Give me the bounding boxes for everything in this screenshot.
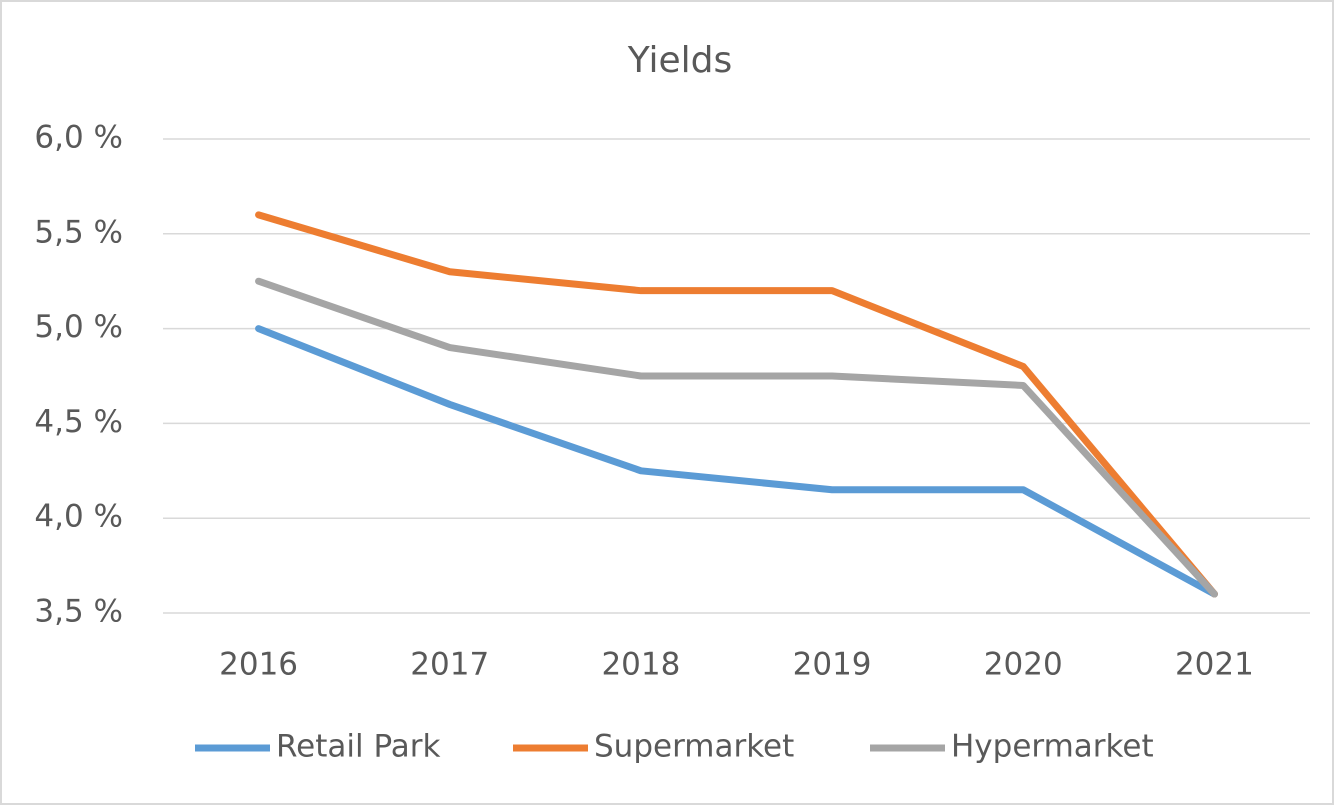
series-line [255,211,1218,598]
y-tick-label: 5,0 % [34,309,123,345]
series-line [255,277,1218,598]
legend-label: Retail Park [276,729,440,765]
legend-label: Supermarket [594,729,794,765]
x-tick-label: 2019 [793,647,872,683]
chart-title: Yields [627,40,732,81]
y-tick-label: 5,5 % [34,214,123,250]
y-tick-label: 6,0 % [34,120,123,156]
x-tick-label: 2017 [410,647,489,683]
y-tick-label: 4,0 % [34,499,123,535]
x-tick-label: 2020 [984,647,1063,683]
x-tick-label: 2021 [1175,647,1254,683]
y-tick-label: 4,5 % [34,404,123,440]
x-tick-label: 2018 [601,647,680,683]
legend-label: Hypermarket [951,729,1154,765]
y-tick-label: 3,5 % [34,594,123,630]
x-tick-label: 2016 [219,647,298,683]
series-line [255,325,1218,598]
